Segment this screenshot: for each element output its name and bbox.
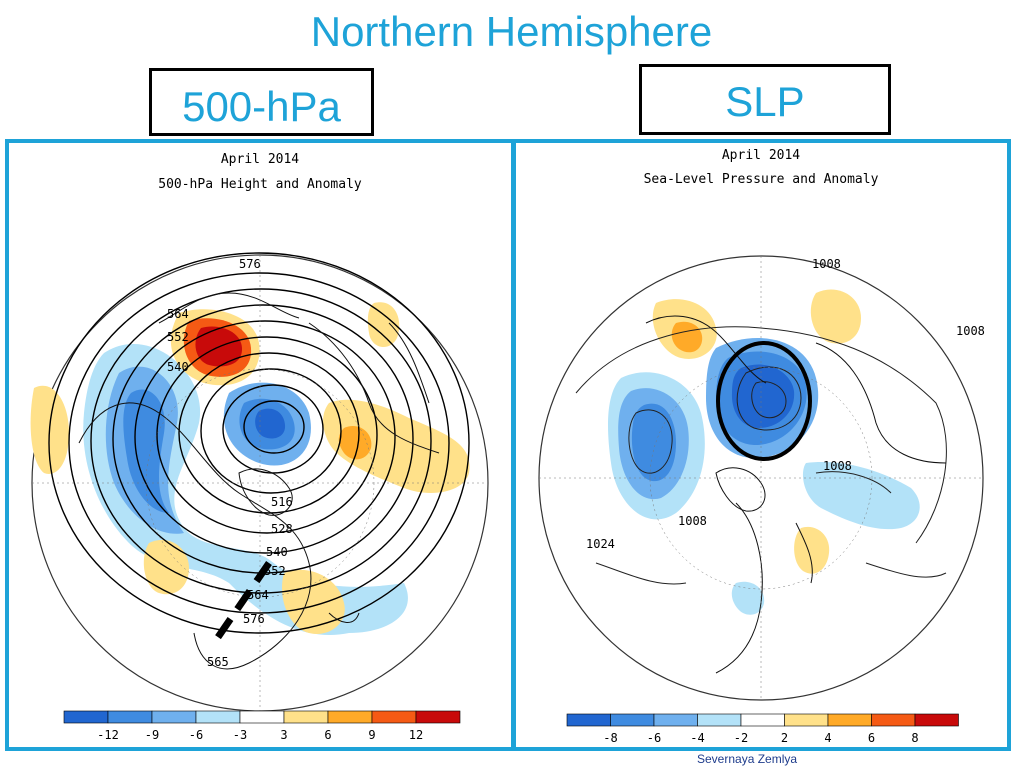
contour-label: 564	[247, 588, 269, 602]
colorbar-tick-label: 6	[868, 731, 875, 745]
trough-dash-line	[211, 561, 272, 645]
colorbar-tick-label: 4	[824, 731, 831, 745]
colorbar-swatch	[784, 713, 829, 727]
map-slp-pressure-contours	[575, 326, 947, 585]
contour-label: 1024	[586, 537, 615, 551]
contour-label: 540	[266, 545, 288, 559]
colorbar-swatch	[415, 710, 461, 724]
colorbar-swatch	[283, 710, 329, 724]
map-500hpa-title-line1: April 2014	[221, 152, 299, 167]
map-500hpa-title-line2: 500-hPa Height and Anomaly	[158, 177, 362, 192]
contour-label: 1008	[678, 514, 707, 528]
colorbar-tick-label: 8	[911, 731, 918, 745]
map-slp-coastlines	[645, 315, 947, 674]
colorbar-tick-label: 6	[324, 728, 331, 742]
map-500hpa: April 2014 500-hPa Height and Anomaly	[30, 152, 489, 742]
contour-label: 1008	[956, 324, 985, 338]
map-500hpa-coastlines	[78, 292, 440, 670]
contour-label: 540	[167, 360, 189, 374]
colorbar-swatch	[697, 713, 742, 727]
contour-label: 1008	[823, 459, 852, 473]
contour-label: 528	[271, 522, 293, 536]
contour-label: 565	[207, 655, 229, 669]
colorbar-swatch	[151, 710, 197, 724]
highlight-ellipse-low	[716, 341, 812, 461]
contour-label: 552	[167, 330, 189, 344]
panel-500hpa: April 2014 500-hPa Height and Anomaly	[5, 139, 515, 751]
map-500hpa-graticule	[32, 255, 488, 711]
colorbar-swatch	[195, 710, 241, 724]
map-slp-title-line1: April 2014	[722, 148, 800, 163]
colorbar-swatch	[327, 710, 373, 724]
colorbar-swatch	[827, 713, 872, 727]
colorbar-slp: -8 -6 -4 -2 2 4 6 8	[566, 713, 959, 745]
colorbar-swatch	[653, 713, 698, 727]
colorbar-swatch	[107, 710, 153, 724]
colorbar-swatch	[610, 713, 655, 727]
contour-label: 576	[243, 612, 265, 626]
map-slp-contour-labels: 1008 1008 1008 1008 1024	[586, 257, 985, 551]
colorbar-swatch	[740, 713, 785, 727]
colorbar-500hpa: -12 -9 -6 -3 3 6 9 12	[63, 710, 461, 742]
contour-label: 1008	[812, 257, 841, 271]
contour-label: 564	[167, 307, 189, 321]
colorbar-tick-label: -12	[97, 728, 119, 742]
map-500hpa-contour-labels: 576 564 552 540 516 528 540 552 564 576 …	[167, 257, 293, 669]
map-slp-graticule	[539, 256, 983, 700]
colorbar-tick-label: -6	[647, 731, 661, 745]
map-slp-title-line2: Sea-Level Pressure and Anomaly	[644, 172, 879, 187]
colorbar-swatch	[239, 710, 285, 724]
colorbar-tick-label: 12	[409, 728, 423, 742]
slide-title: Northern Hemisphere	[310, 8, 713, 55]
label-500hpa: 500-hPa	[149, 68, 374, 136]
colorbar-tick-label: -6	[189, 728, 203, 742]
label-slp: SLP	[639, 64, 891, 135]
colorbar-tick-label: 9	[368, 728, 375, 742]
contour-label: 576	[239, 257, 261, 271]
colorbar-swatch	[63, 710, 109, 724]
colorbar-tick-label: -3	[233, 728, 247, 742]
map-slp-anomaly-shading	[608, 289, 920, 615]
colorbar-tick-label: -9	[145, 728, 159, 742]
colorbar-swatch	[871, 713, 916, 727]
colorbar-tick-label: 3	[280, 728, 287, 742]
map-500hpa-height-contours	[48, 252, 470, 634]
contour-label: 516	[271, 495, 293, 509]
footer-note: Severnaya Zemlya	[697, 752, 798, 766]
map-slp: April 2014 Sea-Level Pressure and Anomal…	[538, 148, 985, 745]
colorbar-swatch	[566, 713, 611, 727]
colorbar-swatch	[371, 710, 417, 724]
colorbar-tick-label: 2	[781, 731, 788, 745]
colorbar-tick-label: -8	[603, 731, 617, 745]
colorbar-tick-label: -2	[734, 731, 748, 745]
colorbar-swatch	[914, 713, 959, 727]
panel-slp: April 2014 Sea-Level Pressure and Anomal…	[512, 139, 1011, 751]
colorbar-tick-label: -4	[690, 731, 704, 745]
contour-label: 552	[264, 564, 286, 578]
